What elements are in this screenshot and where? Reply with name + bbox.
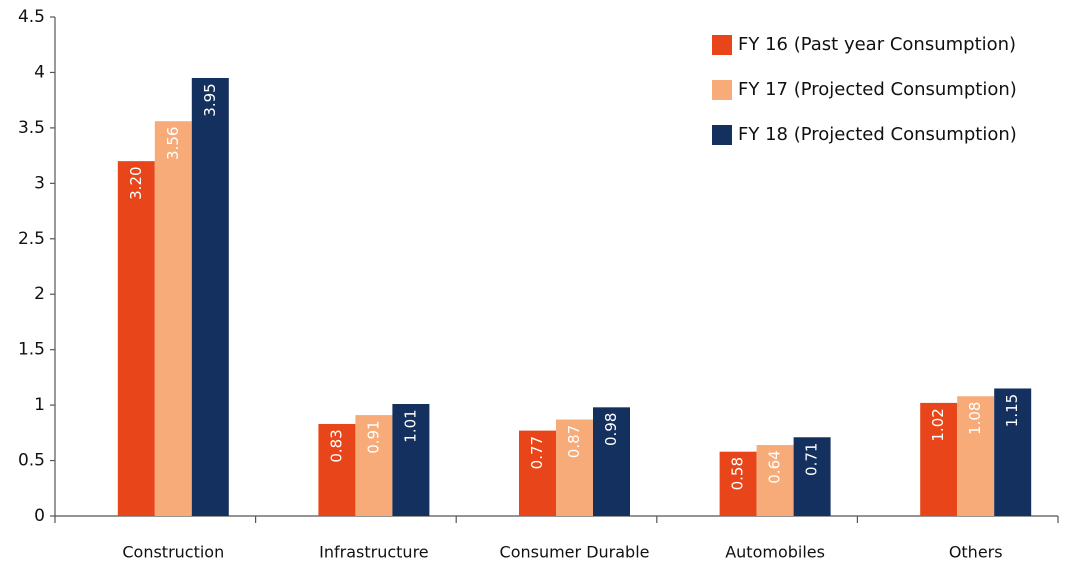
legend-label: FY 18 (Projected Consumption) xyxy=(738,124,1017,145)
legend-swatch xyxy=(712,80,732,100)
y-tick-label: 0 xyxy=(34,506,45,526)
bar xyxy=(793,437,831,516)
value-label: 0.58 xyxy=(729,457,747,490)
x-tick-label: Infrastructure xyxy=(319,543,428,562)
y-tick-label: 2 xyxy=(34,284,45,304)
value-label: 0.77 xyxy=(528,436,546,469)
value-label: 0.91 xyxy=(364,420,382,453)
value-label: 1.01 xyxy=(401,409,419,442)
value-label: 1.02 xyxy=(929,408,947,441)
bar xyxy=(519,430,556,516)
legend-swatch xyxy=(712,125,732,145)
bar xyxy=(719,451,757,516)
y-tick-label: 4.5 xyxy=(18,7,45,27)
legend-swatch xyxy=(712,35,732,55)
x-tick-label: Others xyxy=(949,543,1003,562)
bar xyxy=(756,445,794,516)
value-label: 3.56 xyxy=(164,127,182,160)
bar xyxy=(154,121,192,516)
bar xyxy=(392,404,430,516)
bar xyxy=(957,396,995,516)
value-label: 0.71 xyxy=(803,443,821,476)
y-tick-label: 3 xyxy=(34,173,45,193)
y-tick-label: 4 xyxy=(34,62,45,82)
legend-label: FY 16 (Past year Consumption) xyxy=(738,34,1016,55)
value-label: 0.64 xyxy=(766,450,784,483)
y-tick-label: 0.5 xyxy=(18,451,45,471)
y-tick-label: 2.5 xyxy=(18,229,45,249)
y-tick-label: 1.5 xyxy=(18,340,45,360)
bar xyxy=(556,419,593,516)
bar xyxy=(355,415,393,516)
bar xyxy=(117,161,155,516)
legend-label: FY 17 (Projected Consumption) xyxy=(738,79,1017,100)
value-label: 0.87 xyxy=(565,425,583,458)
value-label: 3.20 xyxy=(127,166,145,199)
value-label: 1.15 xyxy=(1003,394,1021,427)
bar xyxy=(994,388,1032,516)
x-tick-label: Construction xyxy=(122,543,224,562)
value-label: 3.95 xyxy=(201,83,219,116)
y-tick-label: 1 xyxy=(34,395,45,415)
bar xyxy=(920,402,958,516)
value-label: 0.98 xyxy=(602,413,620,446)
value-label: 0.83 xyxy=(327,429,345,462)
x-tick-label: Automobiles xyxy=(725,543,825,562)
bar xyxy=(593,407,630,516)
value-label: 1.08 xyxy=(966,402,984,435)
y-tick-label: 3.5 xyxy=(18,118,45,138)
x-tick-label: Consumer Durable xyxy=(500,543,650,562)
bar xyxy=(191,77,229,516)
bar xyxy=(318,423,356,516)
